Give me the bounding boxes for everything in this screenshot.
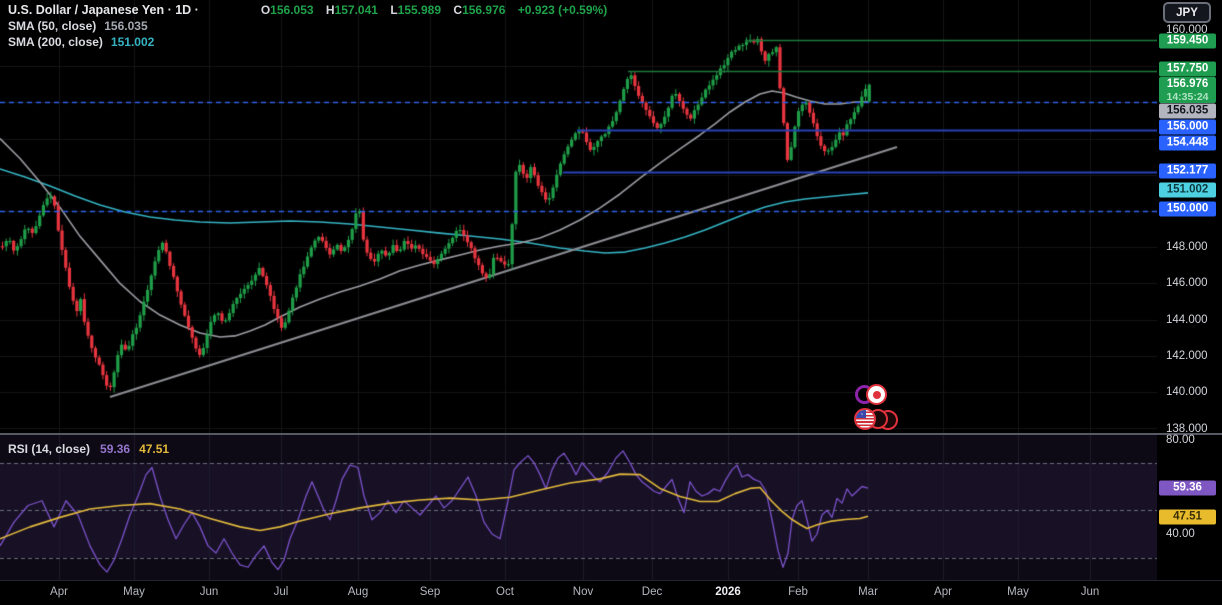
price-tick-142.000: 142.000 bbox=[1166, 350, 1208, 362]
pane-separator[interactable] bbox=[0, 433, 1222, 435]
price-tick-40.00: 40.00 bbox=[1166, 528, 1195, 540]
rsi-label: RSI (14, close) bbox=[8, 442, 91, 456]
low-label: L bbox=[390, 3, 398, 17]
time-tick-Aug: Aug bbox=[347, 586, 369, 598]
rsi-legend: RSI (14, close) 59.36 47.51 bbox=[8, 441, 169, 457]
time-tick-May: May bbox=[1007, 586, 1029, 598]
sma50-label: SMA (50, close) bbox=[8, 19, 97, 33]
ohlc-values: O156.053 H157.041 L155.989 C156.976 +0.9… bbox=[261, 3, 607, 17]
rsi-ma-value: 47.51 bbox=[139, 442, 170, 456]
time-tick-Jun: Jun bbox=[199, 586, 219, 598]
open-value: 156.053 bbox=[270, 3, 314, 17]
price-badge-157.750: 157.750 bbox=[1159, 61, 1216, 77]
price-tick-138.000: 138.000 bbox=[1166, 423, 1208, 435]
time-tick-2026: 2026 bbox=[715, 586, 741, 598]
price-tick-146.000: 146.000 bbox=[1166, 277, 1208, 289]
time-axis[interactable]: Apr May Jun Jul Aug Sep Oct Nov Dec 2026 Feb Mar Apr… bbox=[0, 581, 1222, 605]
sma50-legend-row[interactable]: SMA (50, close) 156.035 bbox=[8, 18, 607, 34]
close-value: 156.976 bbox=[462, 3, 506, 17]
price-badge-152.177: 152.177 bbox=[1159, 163, 1216, 179]
high-value: 157.041 bbox=[334, 3, 378, 17]
sma200-value: 151.002 bbox=[110, 35, 155, 49]
price-badge-59.36: 59.36 bbox=[1159, 480, 1216, 496]
time-tick-Jul: Jul bbox=[273, 586, 289, 598]
time-tick-May: May bbox=[123, 586, 145, 598]
time-tick-Dec: Dec bbox=[641, 586, 663, 598]
price-badge-47.51: 47.51 bbox=[1159, 509, 1216, 525]
time-tick-Mar: Mar bbox=[858, 586, 878, 598]
price-badge-156.000: 156.000 bbox=[1159, 119, 1216, 135]
time-tick-Oct: Oct bbox=[496, 586, 514, 598]
low-value: 155.989 bbox=[397, 3, 442, 17]
price-tick-148.000: 148.000 bbox=[1166, 241, 1208, 253]
sma200-label: SMA (200, close) bbox=[8, 35, 103, 49]
price-badge-151.002: 151.002 bbox=[1159, 182, 1216, 198]
high-label: H bbox=[325, 3, 335, 17]
rsi-indicator-pane[interactable] bbox=[0, 435, 1157, 580]
price-badge-156.976: 156.976 14:35:24 bbox=[1159, 77, 1216, 103]
price-tick-80.00: 80.00 bbox=[1166, 434, 1195, 446]
time-tick-Apr: Apr bbox=[50, 586, 68, 598]
time-axis-separator bbox=[0, 580, 1222, 581]
japan-flag-icon[interactable] bbox=[866, 384, 887, 405]
us-flag-icon[interactable] bbox=[854, 408, 876, 430]
us-flag-canton bbox=[856, 410, 866, 418]
time-tick-Sep: Sep bbox=[419, 586, 441, 598]
price-badge-154.448: 154.448 bbox=[1159, 135, 1216, 151]
japan-flag-dot bbox=[872, 390, 881, 399]
time-tick-Nov: Nov bbox=[572, 586, 594, 598]
price-tick-140.000: 140.000 bbox=[1166, 386, 1208, 398]
open-label: O bbox=[260, 3, 271, 17]
close-label: C bbox=[453, 3, 463, 17]
chart-legend: U.S. Dollar / Japanese Yen · 1D · O156.0… bbox=[8, 2, 607, 50]
sma200-legend-row[interactable]: SMA (200, close) 151.002 bbox=[8, 34, 607, 50]
time-tick-Apr: Apr bbox=[934, 586, 952, 598]
main-price-chart[interactable] bbox=[0, 0, 1157, 433]
price-badge-150.000: 150.000 bbox=[1159, 201, 1216, 217]
symbol-title: U.S. Dollar / Japanese Yen · 1D · bbox=[8, 3, 199, 17]
price-axis[interactable]: 160.000 148.000 146.000 144.000 142.000 140.0… bbox=[1157, 0, 1222, 580]
price-tick-144.000: 144.000 bbox=[1166, 314, 1208, 326]
price-badge-159.450: 159.450 bbox=[1159, 33, 1216, 49]
price-tick-160.000: 160.000 bbox=[1166, 24, 1208, 36]
time-tick-Jun: Jun bbox=[1080, 586, 1100, 598]
bar-countdown: 14:35:24 bbox=[1166, 90, 1209, 103]
rsi-legend-row[interactable]: RSI (14, close) 59.36 47.51 bbox=[8, 441, 169, 457]
rsi-value: 59.36 bbox=[100, 442, 131, 456]
symbol-quick-button[interactable]: JPY bbox=[1163, 2, 1211, 23]
sma50-value: 156.035 bbox=[104, 19, 148, 33]
change-value: +0.923 (+0.59%) bbox=[517, 3, 608, 17]
time-tick-Feb: Feb bbox=[788, 586, 808, 598]
symbol-legend-row[interactable]: U.S. Dollar / Japanese Yen · 1D · O156.0… bbox=[8, 2, 607, 18]
price-badge-156.035: 156.035 bbox=[1159, 103, 1216, 119]
